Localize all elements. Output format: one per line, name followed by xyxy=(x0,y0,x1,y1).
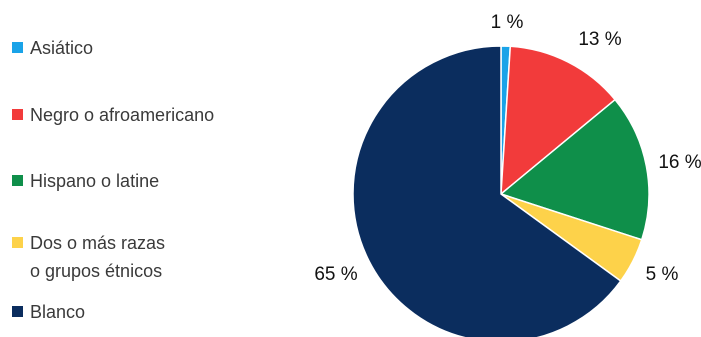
slice-label-2: 16 % xyxy=(658,152,701,173)
legend-swatch-negro xyxy=(12,109,23,120)
slice-label-0: 1 % xyxy=(491,12,524,33)
legend-item-hispano: Hispano o latine xyxy=(12,167,159,195)
legend-label-asiatico: Asiático xyxy=(30,38,94,58)
legend-swatch-dos-o-mas xyxy=(12,237,23,248)
legend-item-blanco: Blanco xyxy=(12,298,85,326)
legend-label-negro: Negro o afroamericano xyxy=(30,105,215,125)
legend-swatch-asiatico xyxy=(12,42,23,53)
legend-item-dos-o-mas: Dos o más razas o grupos étnicos xyxy=(12,229,165,285)
slice-label-3: 5 % xyxy=(646,264,679,285)
pie-slice-2 xyxy=(499,98,650,241)
pie-slice-4 xyxy=(352,45,622,337)
pie-slice-1 xyxy=(500,45,617,196)
slice-label-4: 65 % xyxy=(314,264,357,285)
legend-item-negro: Negro o afroamericano xyxy=(12,101,214,129)
legend: Asiático Negro o afroamericano Hispano o… xyxy=(12,0,272,337)
legend-label-dos-o-mas: Dos o más razas o grupos étnicos xyxy=(30,233,166,281)
legend-label-blanco: Blanco xyxy=(30,302,86,322)
slice-label-1: 13 % xyxy=(578,29,621,50)
legend-swatch-hispano xyxy=(12,175,23,186)
legend-swatch-blanco xyxy=(12,306,23,317)
legend-label-hispano: Hispano o latine xyxy=(30,171,160,191)
legend-item-asiatico: Asiático xyxy=(12,34,93,62)
